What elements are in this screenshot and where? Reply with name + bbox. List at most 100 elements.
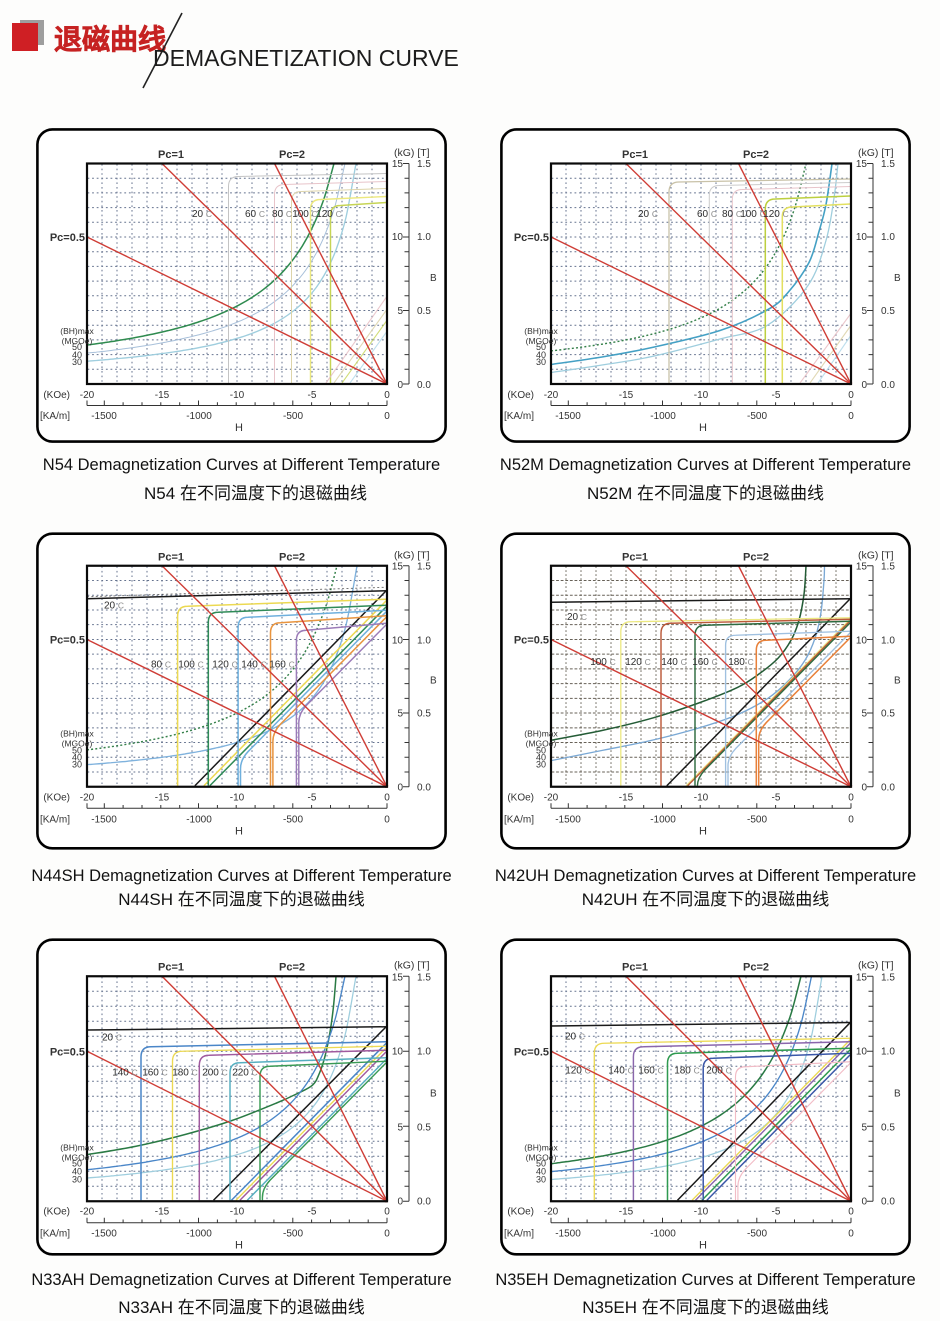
svg-text:(kG) [T]: (kG) [T] [858,147,894,159]
svg-text:-10: -10 [230,792,245,803]
svg-text:H: H [235,1239,243,1251]
svg-text:(MGOe): (MGOe) [62,336,93,346]
svg-text:(BH)max: (BH)max [60,326,94,336]
svg-text:10: 10 [856,635,868,646]
svg-text:180 C: 180 C [728,657,754,668]
svg-text:-1500: -1500 [91,411,117,422]
svg-text:20 C: 20 C [192,209,212,220]
svg-text:0.0: 0.0 [417,1196,431,1207]
svg-text:-500: -500 [283,814,303,825]
svg-text:120 C: 120 C [212,659,238,670]
svg-text:Pc=0.5: Pc=0.5 [50,1046,85,1058]
svg-text:B: B [430,1088,437,1099]
svg-text:(KOe): (KOe) [507,1206,534,1217]
svg-text:120 C: 120 C [763,209,789,220]
svg-text:(BH)max: (BH)max [524,728,558,738]
svg-text:15: 15 [392,972,404,983]
svg-text:30: 30 [72,357,82,367]
svg-text:-5: -5 [308,390,317,401]
svg-text:(kG) [T]: (kG) [T] [394,549,430,561]
svg-text:0: 0 [848,814,854,825]
svg-text:Pc=0.5: Pc=0.5 [50,232,85,244]
svg-text:50: 50 [72,342,82,352]
svg-text:-500: -500 [283,1228,303,1239]
svg-text:0: 0 [861,1196,867,1207]
svg-text:20 C: 20 C [565,1031,585,1042]
svg-text:50: 50 [536,1158,546,1168]
svg-text:40: 40 [536,1166,546,1176]
svg-text:0: 0 [384,792,390,803]
svg-text:(MGOe): (MGOe) [62,1152,93,1162]
svg-text:Pc=0.5: Pc=0.5 [514,1046,549,1058]
svg-text:5: 5 [397,306,403,317]
svg-text:H: H [699,1239,707,1251]
svg-text:(KOe): (KOe) [43,792,70,803]
svg-text:5: 5 [861,708,867,719]
svg-text:40: 40 [72,350,82,360]
svg-text:[KA/m]: [KA/m] [40,1228,70,1239]
svg-text:(BH)max: (BH)max [524,1142,558,1152]
svg-text:[KA/m]: [KA/m] [504,1228,534,1239]
svg-text:-20: -20 [80,390,95,401]
svg-text:-10: -10 [694,1206,709,1217]
svg-text:0: 0 [848,792,854,803]
svg-text:0: 0 [848,411,854,422]
svg-text:20 C: 20 C [102,1032,122,1043]
svg-text:-10: -10 [694,390,709,401]
svg-text:-20: -20 [544,390,559,401]
svg-text:50: 50 [536,342,546,352]
svg-text:0: 0 [384,390,390,401]
svg-text:1.5: 1.5 [881,972,895,983]
svg-text:120 C: 120 C [316,209,342,220]
svg-text:50: 50 [72,745,82,755]
svg-text:-15: -15 [155,792,170,803]
svg-text:20 C: 20 C [638,209,658,220]
svg-text:140 C: 140 C [112,1067,138,1078]
svg-text:10: 10 [856,232,868,243]
svg-text:160 C: 160 C [142,1067,168,1078]
svg-text:(BH)max: (BH)max [60,728,94,738]
svg-text:Pc=1: Pc=1 [158,961,184,973]
svg-text:Pc=2: Pc=2 [743,961,769,973]
svg-text:220 C: 220 C [232,1067,258,1078]
svg-text:(kG) [T]: (kG) [T] [858,959,894,971]
svg-text:H: H [699,825,707,837]
svg-text:30: 30 [536,357,546,367]
svg-text:(MGOe): (MGOe) [526,336,557,346]
svg-text:B: B [894,1088,901,1099]
svg-text:0: 0 [861,380,867,391]
svg-text:-1500: -1500 [555,814,581,825]
svg-text:0.5: 0.5 [417,1122,431,1133]
svg-text:-15: -15 [619,792,634,803]
svg-text:B: B [430,675,437,686]
svg-text:Pc=2: Pc=2 [279,149,305,161]
svg-text:0: 0 [384,1206,390,1217]
svg-text:10: 10 [392,1046,404,1057]
svg-text:-1000: -1000 [186,411,212,422]
svg-text:10: 10 [392,232,404,243]
svg-text:10: 10 [856,1046,868,1057]
svg-text:40: 40 [536,752,546,762]
svg-text:80 C: 80 C [272,209,292,220]
svg-text:-5: -5 [772,390,781,401]
svg-text:1.5: 1.5 [881,561,895,572]
svg-text:60 C: 60 C [245,209,265,220]
svg-text:120 C: 120 C [565,1065,591,1076]
svg-text:-5: -5 [772,792,781,803]
svg-text:1.0: 1.0 [417,232,431,243]
svg-text:180 C: 180 C [674,1065,700,1076]
svg-text:15: 15 [856,561,868,572]
svg-text:30: 30 [72,1174,82,1184]
svg-text:1.0: 1.0 [881,1046,895,1057]
svg-text:(KOe): (KOe) [43,390,70,401]
svg-text:H: H [699,422,707,434]
svg-text:60 C: 60 C [697,209,717,220]
svg-text:(KOe): (KOe) [507,390,534,401]
svg-text:15: 15 [392,561,404,572]
svg-text:-1000: -1000 [650,814,676,825]
svg-text:-1000: -1000 [186,814,212,825]
svg-text:0: 0 [384,411,390,422]
svg-text:80 C: 80 C [722,209,742,220]
svg-text:0: 0 [397,782,403,793]
svg-text:40: 40 [536,350,546,360]
